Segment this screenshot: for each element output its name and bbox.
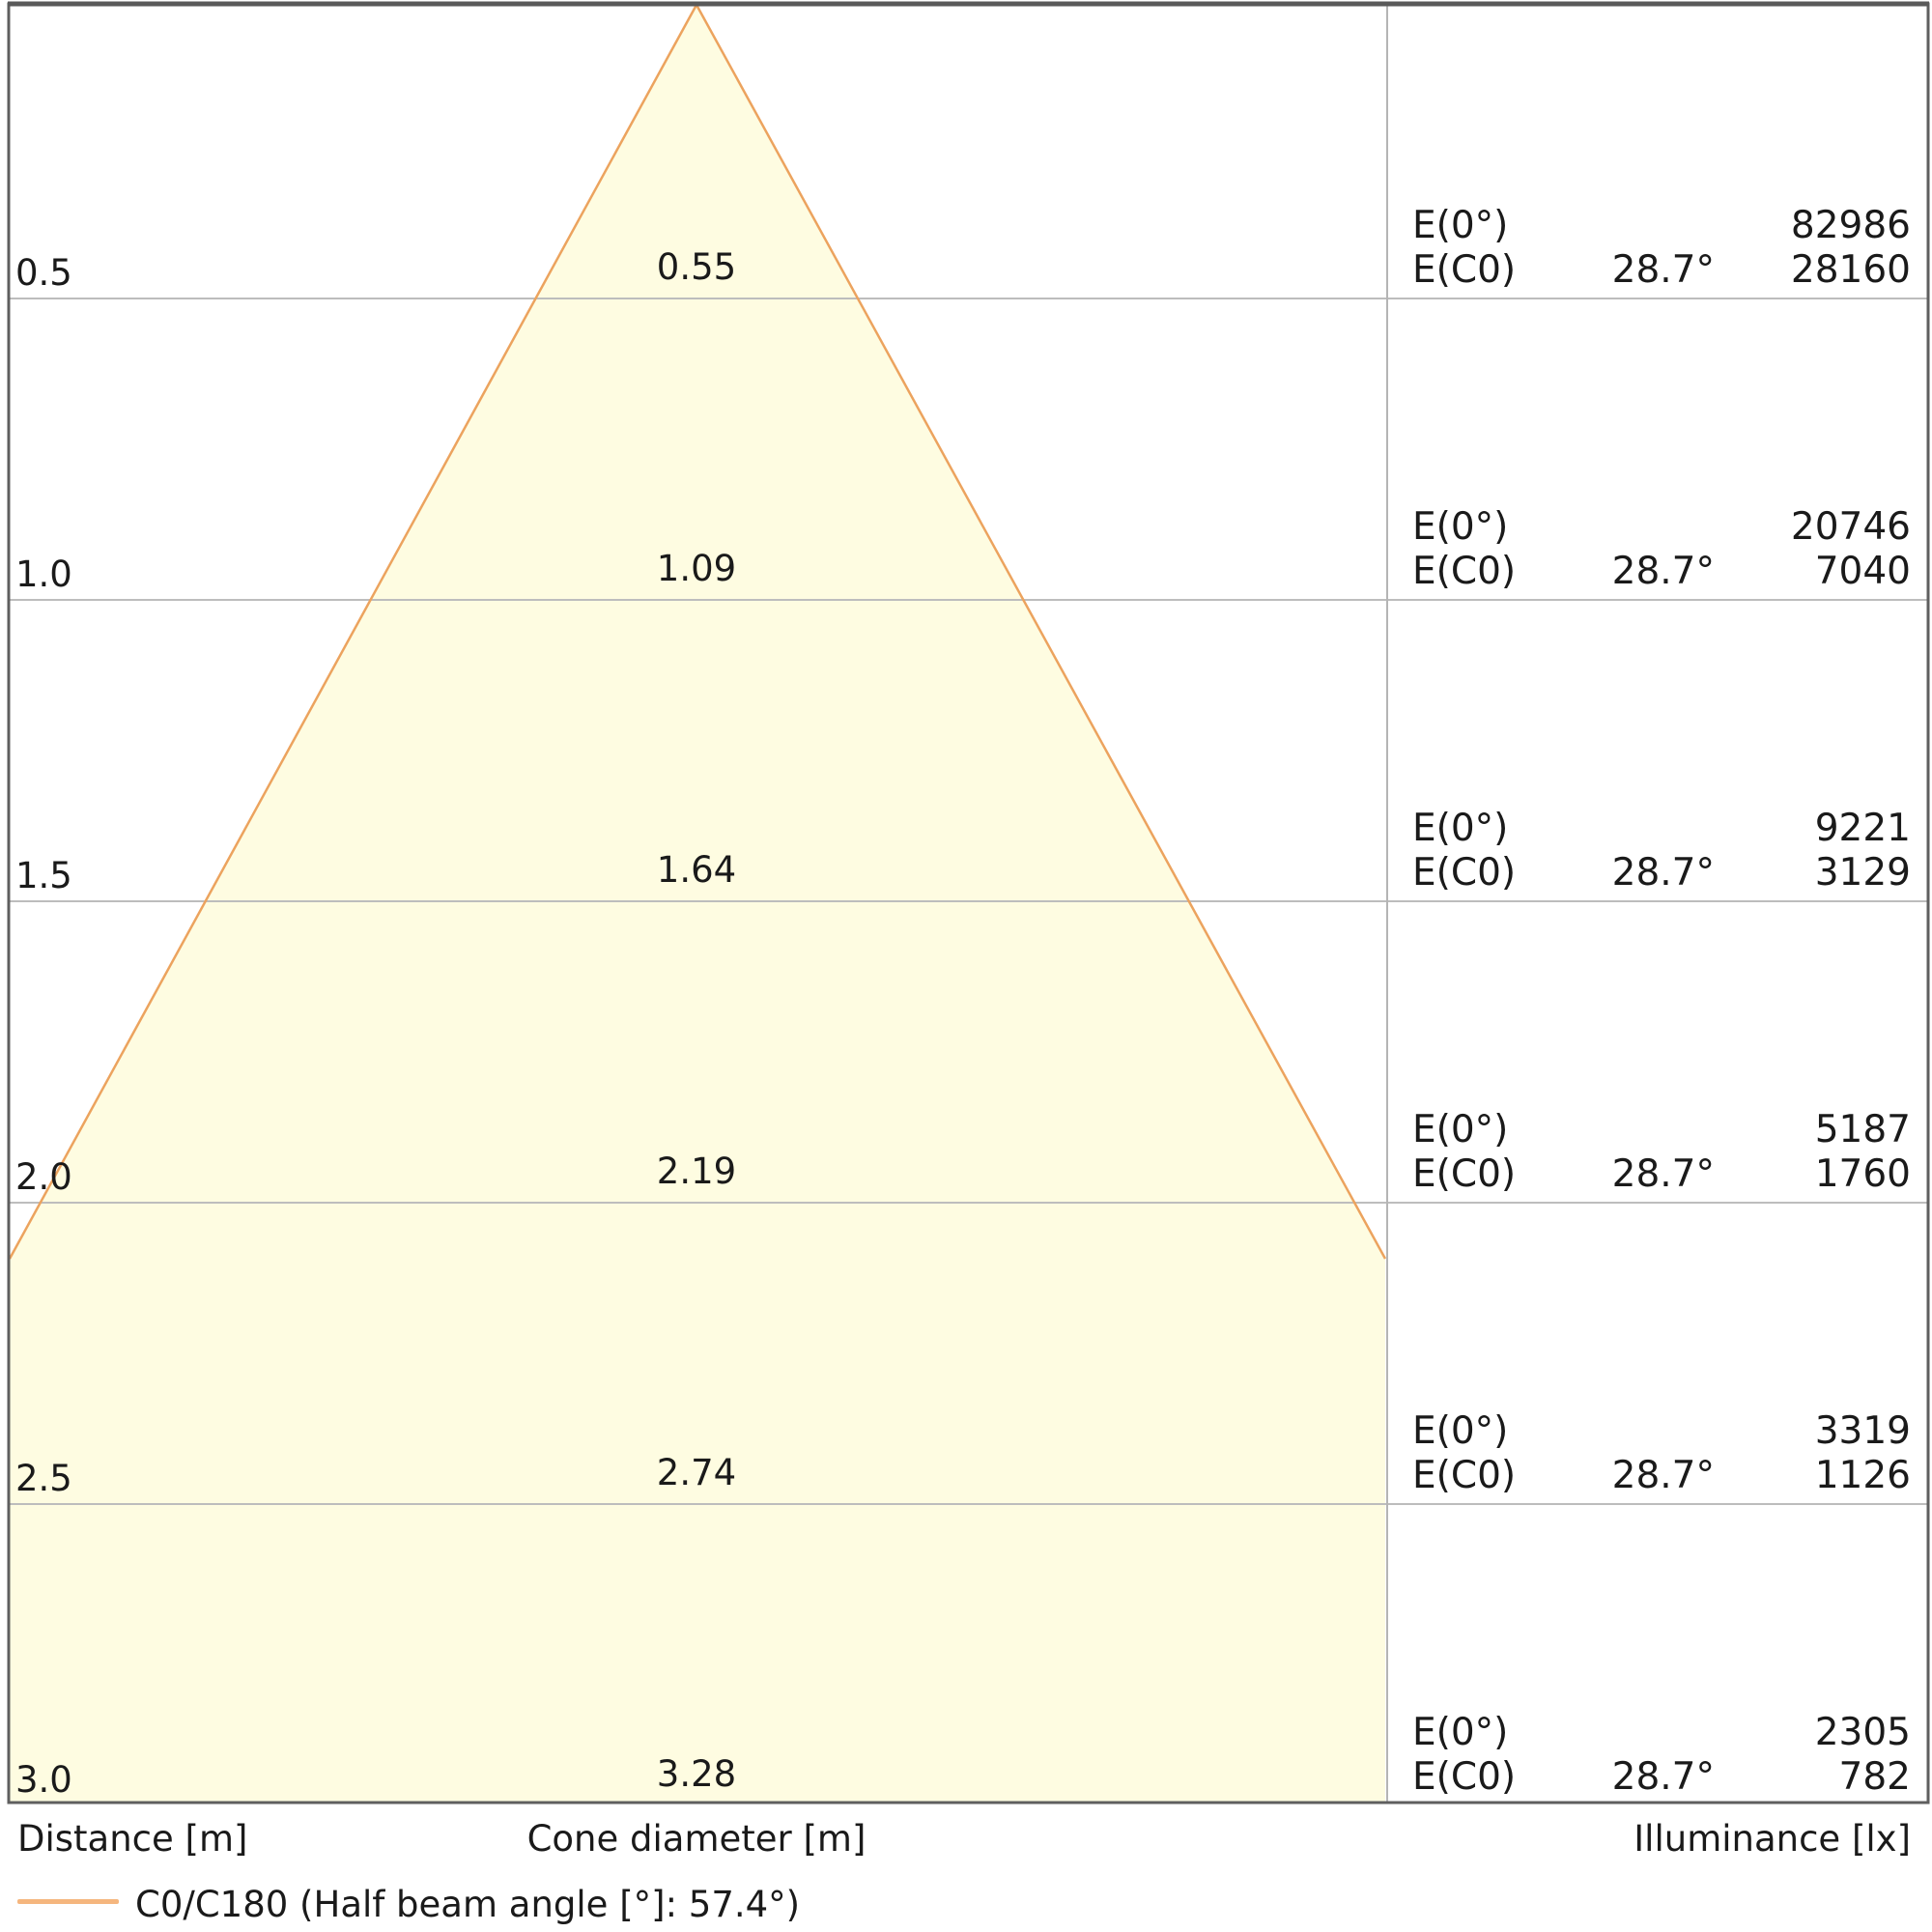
distance-label: 1.5 bbox=[15, 855, 72, 896]
e0-angle-spacer bbox=[1548, 807, 1715, 851]
e0-angle-spacer bbox=[1548, 505, 1715, 550]
illuminance-axis-label: Illuminance [lx] bbox=[1634, 1818, 1911, 1860]
cone-diameter-label: 2.19 bbox=[656, 1151, 737, 1192]
e0-angle-spacer bbox=[1548, 1409, 1715, 1454]
illuminance-row: E(0°) 3319 E(C0) 28.7° 1126 bbox=[1412, 1409, 1911, 1498]
e0-label: E(0°) bbox=[1412, 204, 1509, 247]
ec0-label: E(C0) bbox=[1412, 1454, 1517, 1497]
e0-angle-spacer bbox=[1548, 204, 1715, 248]
e0-label: E(0°) bbox=[1412, 505, 1509, 549]
ec0-value: 1760 bbox=[1814, 1152, 1911, 1196]
light-cone-fill bbox=[10, 5, 1385, 1802]
distance-axis-label: Distance [m] bbox=[17, 1818, 248, 1860]
legend-line bbox=[17, 1899, 119, 1904]
beam-angle-value: 28.7° bbox=[1611, 851, 1715, 895]
beam-angle-value: 28.7° bbox=[1611, 1152, 1715, 1196]
distance-label: 2.5 bbox=[15, 1458, 72, 1499]
ec0-value: 7040 bbox=[1814, 550, 1911, 593]
ec0-label: E(C0) bbox=[1412, 550, 1517, 593]
illuminance-row: E(0°) 5187 E(C0) 28.7° 1760 bbox=[1412, 1108, 1911, 1197]
beam-angle-value: 28.7° bbox=[1611, 550, 1715, 593]
beam-angle-value: 28.7° bbox=[1611, 1755, 1715, 1799]
ec0-value: 28160 bbox=[1790, 248, 1911, 292]
cone-diameter-label: 0.55 bbox=[656, 246, 737, 288]
ec0-label: E(C0) bbox=[1412, 1755, 1517, 1799]
e0-label: E(0°) bbox=[1412, 1711, 1509, 1754]
cone-edge-left-line bbox=[8, 4, 698, 1260]
cone-diameter-axis-label: Cone diameter [m] bbox=[526, 1818, 867, 1860]
e0-value: 2305 bbox=[1814, 1711, 1911, 1754]
e0-label: E(0°) bbox=[1412, 807, 1509, 850]
illuminance-row: E(0°) 20746 E(C0) 28.7° 7040 bbox=[1412, 505, 1911, 594]
e0-value: 20746 bbox=[1790, 505, 1911, 549]
illuminance-row: E(0°) 9221 E(C0) 28.7° 3129 bbox=[1412, 807, 1911, 895]
distance-label: 0.5 bbox=[15, 252, 72, 294]
illuminance-row: E(0°) 2305 E(C0) 28.7° 782 bbox=[1412, 1711, 1911, 1800]
distance-label: 2.0 bbox=[15, 1156, 72, 1198]
cone-diameter-label: 3.28 bbox=[656, 1753, 737, 1795]
cone-diameter-label: 2.74 bbox=[656, 1452, 737, 1493]
cone-diameter-label: 1.09 bbox=[656, 548, 737, 589]
cone-diameter-label: 1.64 bbox=[656, 849, 737, 891]
e0-label: E(0°) bbox=[1412, 1409, 1509, 1453]
ec0-value: 782 bbox=[1838, 1755, 1911, 1799]
e0-label: E(0°) bbox=[1412, 1108, 1509, 1151]
cone-edge-right-line bbox=[695, 4, 1387, 1260]
legend-label: C0/C180 (Half beam angle [°]: 57.4°) bbox=[135, 1884, 801, 1925]
ec0-label: E(C0) bbox=[1412, 248, 1517, 292]
illuminance-row: E(0°) 82986 E(C0) 28.7° 28160 bbox=[1412, 204, 1911, 293]
distance-label: 3.0 bbox=[15, 1759, 72, 1801]
distance-label: 1.0 bbox=[15, 554, 72, 595]
e0-value: 9221 bbox=[1814, 807, 1911, 850]
ec0-label: E(C0) bbox=[1412, 1152, 1517, 1196]
e0-value: 5187 bbox=[1814, 1108, 1911, 1151]
beam-angle-value: 28.7° bbox=[1611, 248, 1715, 292]
ec0-value: 1126 bbox=[1814, 1454, 1911, 1497]
ec0-label: E(C0) bbox=[1412, 851, 1517, 895]
e0-value: 3319 bbox=[1814, 1409, 1911, 1453]
ec0-value: 3129 bbox=[1814, 851, 1911, 895]
e0-angle-spacer bbox=[1548, 1711, 1715, 1755]
beam-angle-value: 28.7° bbox=[1611, 1454, 1715, 1497]
e0-angle-spacer bbox=[1548, 1108, 1715, 1152]
e0-value: 82986 bbox=[1790, 204, 1911, 247]
